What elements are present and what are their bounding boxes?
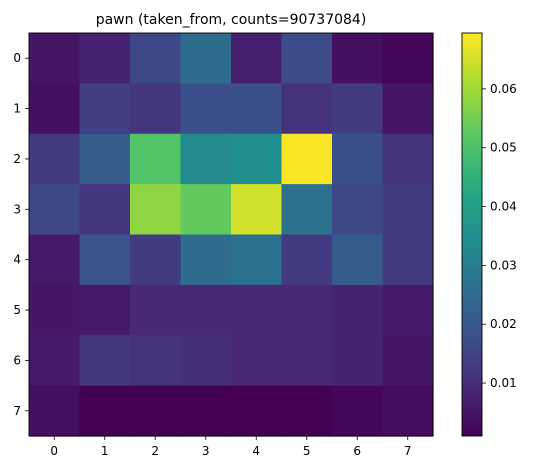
heatmap-cell-r5-c3 [180,284,232,336]
heatmap-cell-r6-c3 [180,335,232,387]
heatmap-cell-r6-c4 [231,335,283,387]
heatmap-cell-r2-c6 [332,133,384,185]
x-tick-label: 6 [353,444,361,458]
heatmap-cell-r7-c3 [180,385,232,437]
y-tick-label: 3 [13,202,21,216]
heatmap-cell-r0-c5 [281,33,333,84]
colorbar-tick-label: 0.01 [490,376,517,390]
x-tick-label: 5 [303,444,311,458]
heatmap-cell-r3-c0 [29,184,81,236]
heatmap-cell-r7-c0 [29,385,81,437]
heatmap-cell-r6-c1 [79,335,131,387]
heatmap-cell-r7-c2 [130,385,182,437]
chart-title: pawn (taken_from, counts=90737084) [96,12,367,28]
heatmap-cell-r4-c2 [130,234,182,286]
y-tick-label: 1 [13,102,21,116]
heatmap-cell-r5-c6 [332,284,384,336]
x-tick-label: 7 [404,444,412,458]
x-axis-ticks: 0 1 2 3 4 5 6 7 [50,436,412,458]
heatmap-cell-r2-c5 [281,133,333,185]
heatmap-cell-r5-c4 [231,284,283,336]
heatmap-cell-r3-c1 [79,184,131,236]
heatmap-cell-r1-c3 [180,83,232,135]
heatmap-cell-r1-c1 [79,83,131,135]
heatmap-cell-r1-c7 [382,83,434,135]
heatmap-cell-r2-c4 [231,133,283,185]
heatmap-cell-r6-c7 [382,335,434,387]
heatmap-cell-r3-c7 [382,184,434,236]
x-tick-label: 1 [101,444,109,458]
plot-frame [28,32,434,437]
heatmap-cell-r3-c6 [332,184,384,236]
x-tick-label: 0 [50,444,58,458]
heatmap-cell-r3-c5 [281,184,333,236]
heatmap-cell-r0-c7 [382,33,434,84]
heatmap-cell-r1-c2 [130,83,182,135]
heatmap-cell-r5-c7 [382,284,434,336]
heatmap-cell-r3-c2 [130,184,182,236]
heatmap-cell-r6-c6 [332,335,384,387]
y-tick-label: 7 [13,404,21,418]
heatmap-cell-r4-c5 [281,234,333,286]
heatmap-cell-r5-c2 [130,284,182,336]
heatmap-cell-r1-c0 [29,83,81,135]
colorbar-tick-label: 0.04 [490,200,517,214]
heatmap-cell-r2-c7 [382,133,434,185]
heatmap-cell-r4-c4 [231,234,283,286]
heatmap-cell-r7-c1 [79,385,131,437]
heatmap-cell-r2-c2 [130,133,182,185]
heatmap-cell-r7-c6 [332,385,384,437]
heatmap-cell-r4-c6 [332,234,384,286]
heatmap-cell-r0-c0 [29,33,81,84]
heatmap-cell-r3-c3 [180,184,232,236]
heatmap-cell-r1-c4 [231,83,283,135]
colorbar-ticks: 0.01 0.02 0.03 0.04 0.05 0.06 [482,82,517,390]
heatmap-cell-r3-c4 [231,184,283,236]
colorbar-tick-label: 0.03 [490,258,517,272]
heatmap-cell-r4-c0 [29,234,81,286]
x-tick-label: 3 [202,444,210,458]
heatmap-cell-r5-c1 [79,284,131,336]
x-tick-label: 4 [252,444,260,458]
heatmap-cell-r7-c5 [281,385,333,437]
colorbar-tick-label: 0.05 [490,141,517,155]
heatmap-cells [29,33,434,437]
heatmap-cell-r6-c2 [130,335,182,387]
heatmap-cell-r0-c3 [180,33,232,84]
heatmap-cell-r2-c1 [79,133,131,185]
y-tick-label: 5 [13,303,21,317]
heatmap-cell-r7-c4 [231,385,283,437]
y-tick-label: 6 [13,353,21,367]
heatmap-cell-r5-c5 [281,284,333,336]
heatmap-cell-r5-c0 [29,284,81,336]
x-tick-label: 2 [151,444,159,458]
heatmap-cell-r2-c3 [180,133,232,185]
heatmap-cell-r0-c6 [332,33,384,84]
colorbar-tick-label: 0.02 [490,317,517,331]
heatmap-cell-r7-c7 [382,385,434,437]
heatmap-cell-r0-c2 [130,33,182,84]
colorbar [461,32,483,437]
heatmap-cell-r4-c7 [382,234,434,286]
y-tick-label: 0 [13,51,21,65]
colorbar-tick-label: 0.06 [490,82,517,96]
heatmap-cell-r4-c1 [79,234,131,286]
heatmap-cell-r2-c0 [29,133,81,185]
heatmap-cell-r6-c5 [281,335,333,387]
heatmap-cell-r1-c6 [332,83,384,135]
heatmap-cell-r6-c0 [29,335,81,387]
heatmap-cell-r1-c5 [281,83,333,135]
y-tick-label: 4 [13,253,21,267]
y-axis-ticks: 0 1 2 3 4 5 6 7 [13,51,29,418]
y-tick-label: 2 [13,152,21,166]
heatmap-cell-r4-c3 [180,234,232,286]
heatmap-cell-r0-c1 [79,33,131,84]
heatmap-cell-r0-c4 [231,33,283,84]
